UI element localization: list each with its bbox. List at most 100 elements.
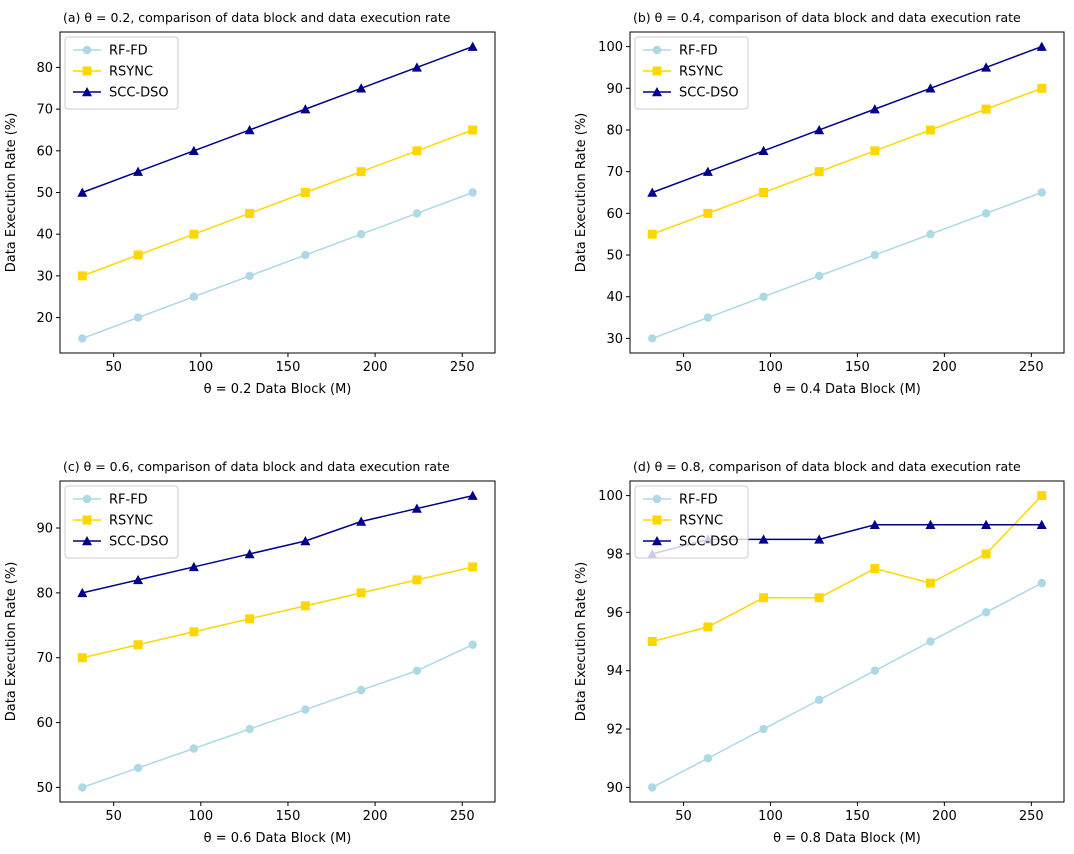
legend-a: RF-FD RSYNC SCC-DSO (64, 36, 179, 110)
data-point (244, 124, 255, 135)
data-point (300, 188, 310, 197)
series-line-rsync (652, 495, 1043, 643)
x-tick-label: 100 (188, 809, 213, 824)
y-tick-label: 20 (36, 311, 53, 326)
data-point (703, 208, 713, 218)
data-point (244, 548, 255, 559)
data-point (468, 125, 478, 135)
x-tick-label: 250 (1019, 360, 1044, 375)
y-tick-label: 100 (598, 489, 623, 504)
subplot-a: (a) θ = 0.2, comparison of data block an… (4, 10, 496, 397)
series-scc-dso (77, 41, 478, 197)
title-b: (b) θ = 0.4, comparison of data block an… (633, 10, 1021, 25)
x-axis-label: θ = 0.8 Data Block (M) (773, 831, 921, 846)
series-line-rsync (651, 87, 1043, 235)
data-point (814, 593, 824, 603)
legend-label: RF-FD (679, 493, 718, 508)
x-tick-label: 150 (845, 360, 870, 375)
data-point (468, 562, 478, 572)
y-tick-label: 94 (606, 664, 623, 679)
data-point (245, 208, 255, 218)
data-point (925, 125, 935, 135)
data-point (468, 640, 477, 649)
data-point (188, 145, 199, 156)
x-tick-label: 200 (363, 360, 388, 375)
legend-marker (82, 494, 92, 504)
data-point (133, 640, 143, 650)
data-point (356, 685, 366, 695)
series-line-rf-fd (651, 191, 1043, 340)
legend-marker (652, 536, 662, 546)
data-point (412, 146, 422, 156)
data-point (647, 229, 657, 239)
data-point (1037, 83, 1047, 93)
legend-marker (82, 536, 92, 546)
data-point (356, 167, 366, 177)
data-point (356, 588, 366, 598)
data-point (870, 666, 880, 675)
data-point (356, 83, 367, 93)
data-point (981, 104, 991, 114)
data-point (870, 146, 880, 156)
legend-label: SCC-DSO (679, 86, 739, 101)
x-tick-label: 200 (363, 809, 388, 824)
axes-frame-b (629, 31, 1065, 354)
y-tick-label: 40 (606, 290, 623, 305)
legend-box (64, 485, 179, 559)
series-line-rf-fd (651, 582, 1043, 789)
y-tick-label: 90 (606, 781, 623, 796)
series-rsync (647, 491, 1047, 646)
x-tick-label: 150 (845, 809, 870, 824)
y-tick-label: 60 (606, 207, 623, 222)
data-point (870, 564, 880, 574)
y-tick-label: 70 (36, 103, 53, 118)
y-tick-label: 60 (36, 716, 53, 731)
data-point (245, 271, 254, 281)
x-tick-label: 250 (450, 809, 475, 824)
y-tick-label: 80 (36, 61, 53, 76)
x-axis-label: θ = 0.2 Data Block (M) (204, 382, 352, 397)
axes-frame-d (629, 480, 1065, 803)
legend-label: RSYNC (109, 514, 153, 529)
data-point (925, 83, 936, 93)
data-point (301, 250, 310, 260)
data-point (78, 783, 87, 792)
data-point (133, 166, 144, 176)
data-point (869, 104, 880, 114)
y-tick-label: 92 (606, 723, 623, 738)
x-axis-label: θ = 0.6 Data Block (M) (204, 831, 352, 846)
y-tick-label: 50 (36, 186, 53, 201)
data-point (1037, 491, 1047, 501)
subplot-c: (c) θ = 0.6, comparison of data block an… (4, 459, 496, 846)
data-point (189, 229, 199, 239)
data-point (77, 587, 88, 598)
legend-label: RSYNC (679, 514, 723, 529)
title-theta: θ = 0.8 (655, 459, 701, 474)
x-tick-label: 150 (276, 809, 301, 824)
data-point (926, 229, 935, 239)
legend-label: SCC-DSO (109, 86, 169, 101)
y-tick-label: 40 (36, 228, 53, 243)
legend-marker (82, 66, 92, 76)
y-tick-label: 80 (36, 586, 53, 601)
data-point (981, 209, 991, 218)
series-rf-fd (78, 188, 477, 343)
data-point (300, 601, 310, 611)
y-tick-label: 30 (36, 269, 53, 284)
legend-marker (652, 87, 662, 97)
data-point (245, 724, 254, 734)
data-point (759, 724, 768, 734)
data-point (1036, 41, 1047, 51)
x-tick-label: 100 (758, 360, 783, 375)
x-tick-label: 50 (675, 360, 692, 375)
y-tick-label: 80 (606, 123, 623, 138)
y-tick-label: 50 (606, 249, 623, 264)
legend-marker (82, 87, 92, 97)
y-tick-label: 90 (36, 522, 53, 537)
y-axis-label: Data Execution Rate (%) (4, 113, 19, 273)
data-point (981, 549, 991, 559)
y-tick-label: 90 (606, 82, 623, 97)
legend-label: RSYNC (679, 65, 723, 80)
title-suffix: , comparison of data block and data exec… (701, 459, 1021, 474)
